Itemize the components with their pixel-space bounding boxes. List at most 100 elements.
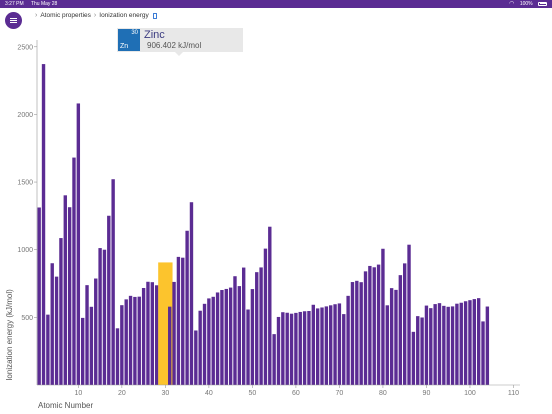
bar-element-98[interactable]	[459, 302, 463, 385]
bar-element-27[interactable]	[150, 282, 154, 385]
bar-element-63[interactable]	[307, 310, 311, 385]
bar-element-21[interactable]	[124, 299, 128, 385]
bar-element-85[interactable]	[402, 263, 407, 385]
element-tile[interactable]: 30 Zn	[118, 29, 140, 51]
bar-element-52[interactable]	[259, 267, 263, 385]
bar-element-23[interactable]	[133, 296, 137, 385]
bar-element-2[interactable]	[41, 64, 46, 385]
bar-element-46[interactable]	[233, 276, 237, 385]
bar-element-102[interactable]	[476, 298, 481, 385]
bar-element-81[interactable]	[385, 305, 389, 385]
bar-element-6[interactable]	[59, 238, 63, 385]
bar-element-94[interactable]	[442, 305, 446, 385]
bar-element-53[interactable]	[263, 248, 268, 385]
bar-element-20[interactable]	[120, 305, 124, 385]
bar-element-51[interactable]	[255, 272, 259, 385]
bar-element-38[interactable]	[198, 310, 202, 385]
bar-element-88[interactable]	[416, 316, 420, 385]
bar-element-24[interactable]	[137, 296, 141, 385]
bar-element-48[interactable]	[241, 267, 246, 385]
bar-element-25[interactable]	[141, 287, 146, 385]
bar-element-11[interactable]	[80, 317, 85, 385]
bar-element-99[interactable]	[463, 301, 468, 385]
bar-element-93[interactable]	[437, 303, 442, 385]
bar-element-50[interactable]	[250, 289, 255, 385]
bar-element-68[interactable]	[329, 305, 333, 385]
bar-element-12[interactable]	[85, 285, 89, 385]
bar-element-35[interactable]	[185, 230, 189, 385]
bar-element-18[interactable]	[111, 179, 115, 385]
bar-element-65[interactable]	[315, 308, 320, 385]
bar-element-34[interactable]	[181, 257, 185, 385]
bar-element-104[interactable]	[485, 306, 490, 385]
breadcrumb-ionization-energy[interactable]: Ionization energy	[99, 12, 149, 19]
bar-element-92[interactable]	[433, 304, 437, 385]
bar-element-61[interactable]	[298, 311, 302, 385]
bar-element-22[interactable]	[128, 295, 133, 385]
bar-element-75[interactable]	[359, 282, 363, 385]
bar-element-31[interactable]	[168, 306, 172, 385]
bar-element-42[interactable]	[215, 292, 220, 385]
document-icon[interactable]	[152, 13, 157, 19]
bar-element-82[interactable]	[389, 288, 394, 385]
bar-element-91[interactable]	[429, 308, 433, 385]
bar-element-60[interactable]	[294, 312, 298, 385]
bar-element-66[interactable]	[320, 307, 324, 385]
bar-element-70[interactable]	[337, 303, 342, 385]
bar-element-49[interactable]	[246, 309, 250, 385]
bar-element-15[interactable]	[98, 248, 102, 385]
bar-element-72[interactable]	[346, 295, 350, 385]
bar-element-13[interactable]	[89, 306, 94, 385]
bar-element-101[interactable]	[472, 299, 476, 385]
bar-element-78[interactable]	[372, 267, 376, 385]
bar-element-69[interactable]	[333, 304, 337, 385]
bar-element-9[interactable]	[72, 157, 76, 385]
bar-element-54[interactable]	[268, 226, 272, 385]
bar-element-55[interactable]	[272, 334, 276, 385]
bar-element-17[interactable]	[107, 215, 111, 385]
bar-element-28[interactable]	[154, 285, 159, 385]
bar-element-5[interactable]	[54, 276, 59, 385]
bar-element-41[interactable]	[211, 296, 215, 385]
bar-element-56[interactable]	[276, 316, 281, 385]
bar-element-58[interactable]	[285, 312, 289, 385]
bar-element-19[interactable]	[115, 328, 120, 385]
bar-element-10[interactable]	[76, 103, 81, 385]
bar-element-36[interactable]	[189, 202, 194, 385]
bar-element-80[interactable]	[381, 248, 385, 385]
bar-element-8[interactable]	[67, 207, 72, 385]
bar-element-3[interactable]	[46, 314, 50, 385]
bar-element-44[interactable]	[224, 288, 228, 385]
bar-element-59[interactable]	[289, 313, 294, 385]
bar-element-84[interactable]	[398, 275, 403, 385]
bar-element-40[interactable]	[207, 298, 211, 385]
breadcrumb-atomic-properties[interactable]: Atomic properties	[40, 12, 91, 19]
bar-element-97[interactable]	[455, 303, 459, 385]
bar-element-14[interactable]	[94, 278, 98, 385]
bar-element-76[interactable]	[363, 271, 368, 385]
bar-element-37[interactable]	[194, 330, 198, 385]
bar-element-62[interactable]	[302, 311, 307, 385]
bar-element-7[interactable]	[63, 195, 67, 385]
bar-element-90[interactable]	[424, 305, 429, 385]
bar-element-57[interactable]	[281, 312, 285, 385]
bar-element-103[interactable]	[481, 321, 485, 385]
menu-button[interactable]	[5, 12, 22, 29]
bar-element-77[interactable]	[368, 265, 372, 385]
bar-element-100[interactable]	[468, 300, 472, 385]
bar-element-83[interactable]	[394, 289, 398, 385]
bar-element-71[interactable]	[342, 314, 346, 385]
bar-element-87[interactable]	[411, 331, 416, 385]
bar-element-95[interactable]	[446, 306, 450, 385]
bar-element-64[interactable]	[311, 304, 315, 385]
bar-element-4[interactable]	[50, 263, 54, 385]
bar-element-32[interactable]	[172, 281, 176, 385]
bar-element-39[interactable]	[202, 303, 207, 385]
bar-element-43[interactable]	[220, 290, 224, 385]
bar-element-74[interactable]	[355, 280, 359, 385]
bar-element-67[interactable]	[324, 306, 329, 385]
bar-element-79[interactable]	[376, 264, 381, 385]
bar-element-33[interactable]	[176, 256, 181, 385]
bar-element-96[interactable]	[450, 306, 455, 385]
